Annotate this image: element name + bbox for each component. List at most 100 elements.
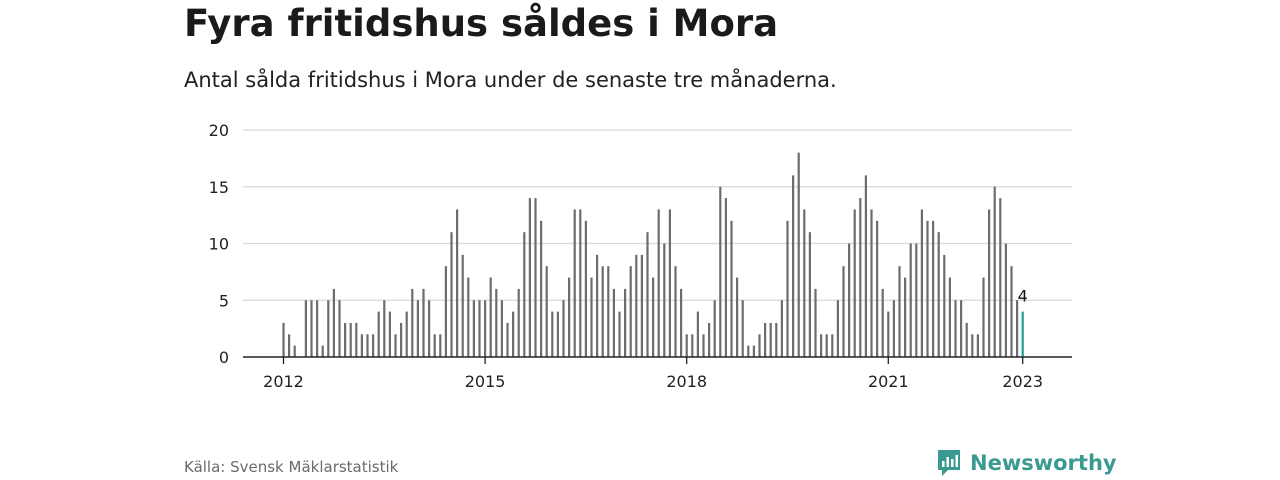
- bar: [730, 220, 733, 357]
- bar: [780, 300, 783, 357]
- bar: [456, 209, 459, 357]
- bar: [674, 266, 677, 357]
- grid-lines: [243, 129, 1072, 301]
- bar: [450, 232, 453, 357]
- bars: [282, 152, 1024, 357]
- bar: [652, 277, 655, 357]
- bar: [355, 322, 358, 357]
- bar: [663, 243, 666, 357]
- bar: [478, 300, 481, 357]
- bar: [948, 277, 951, 357]
- bar: [584, 220, 587, 357]
- bar: [741, 300, 744, 357]
- x-tick-label: 2021: [868, 372, 909, 391]
- bar: [999, 198, 1002, 357]
- bar: [920, 209, 923, 357]
- bar: [982, 277, 985, 357]
- x-tick-label: 2015: [465, 372, 506, 391]
- bar: [366, 334, 369, 357]
- bar: [719, 186, 722, 357]
- bar: [579, 209, 582, 357]
- bar: [612, 288, 615, 357]
- bar: [428, 300, 431, 357]
- bar: [467, 277, 470, 357]
- bar: [814, 288, 817, 357]
- bar: [926, 220, 929, 357]
- bar: [792, 175, 795, 357]
- bar: [372, 334, 375, 357]
- bar: [876, 220, 879, 357]
- bar: [870, 209, 873, 357]
- bar: [472, 300, 475, 357]
- bar: [696, 311, 699, 357]
- bar: [540, 220, 543, 357]
- y-tick-label: 10: [209, 235, 229, 254]
- bar: [708, 322, 711, 357]
- bar: [797, 152, 800, 357]
- bar: [433, 334, 436, 357]
- bar: [517, 288, 520, 357]
- bar: [545, 266, 548, 357]
- bar: [405, 311, 408, 357]
- bar: [831, 334, 834, 357]
- bar: [786, 220, 789, 357]
- bar: [444, 266, 447, 357]
- bar: [596, 254, 599, 357]
- latest-value-label: 4: [1018, 287, 1028, 306]
- bar: [965, 322, 968, 357]
- source-note: Källa: Svensk Mäklarstatistik: [184, 458, 399, 476]
- newsworthy-icon: [938, 450, 960, 476]
- bar: [332, 288, 335, 357]
- newsworthy-logo[interactable]: Newsworthy: [936, 448, 1117, 478]
- bar: [601, 266, 604, 357]
- bar: [848, 243, 851, 357]
- bar: [764, 322, 767, 357]
- bar: [495, 288, 498, 357]
- bar: [752, 345, 755, 357]
- bar: [702, 334, 705, 357]
- bar: [523, 232, 526, 357]
- brand-name: Newsworthy: [970, 451, 1117, 475]
- bar: [853, 209, 856, 357]
- x-tick-label: 2012: [263, 372, 304, 391]
- bar: [388, 311, 391, 357]
- bar: [915, 243, 918, 357]
- bar: [803, 209, 806, 357]
- bar: [943, 254, 946, 357]
- bar: [629, 266, 632, 357]
- bar: [500, 300, 503, 357]
- bar: [657, 209, 660, 357]
- bar: [646, 232, 649, 357]
- chart-subtitle: Antal sålda fritidshus i Mora under de s…: [184, 68, 837, 92]
- bar: [304, 300, 307, 357]
- bar: [736, 277, 739, 357]
- bar: [556, 311, 559, 357]
- y-tick-label: 20: [209, 121, 229, 140]
- bar: [568, 277, 571, 357]
- bar: [293, 345, 296, 357]
- bar: [775, 322, 778, 357]
- bar: [439, 334, 442, 357]
- bar-latest: [1021, 311, 1024, 357]
- bar: [534, 198, 537, 357]
- bar: [808, 232, 811, 357]
- bar: [892, 300, 895, 357]
- bar: [937, 232, 940, 357]
- bar: [618, 311, 621, 357]
- axes: 0 5 10 15 20 4 2012 2015 2018 2021 2023: [209, 121, 1072, 391]
- bar: [881, 288, 884, 357]
- bar: [1004, 243, 1007, 357]
- bar: [316, 300, 319, 357]
- bar: [825, 334, 828, 357]
- bar: [640, 254, 643, 357]
- bar: [512, 311, 515, 357]
- bar: [758, 334, 761, 357]
- bar: [484, 300, 487, 357]
- bar: [988, 209, 991, 357]
- bar: [1016, 300, 1019, 357]
- bar: [1010, 266, 1013, 357]
- bar: [338, 300, 341, 357]
- bar: [573, 209, 576, 357]
- bar: [411, 288, 414, 357]
- bar: [422, 288, 425, 357]
